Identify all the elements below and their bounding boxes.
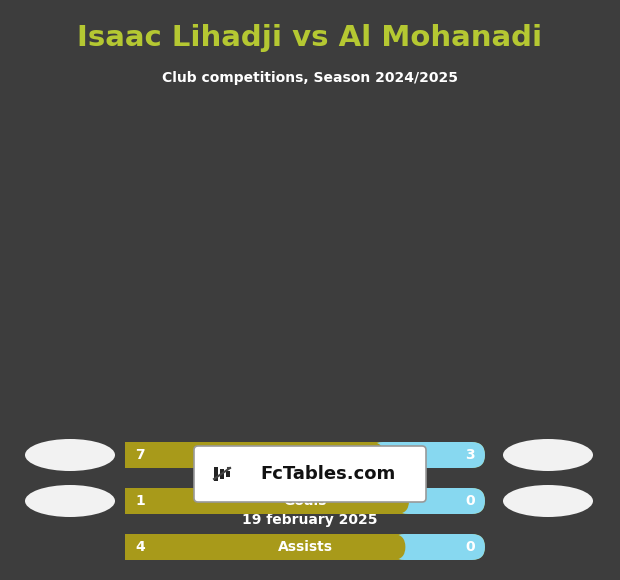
Bar	[125, 534, 391, 560]
Text: 0: 0	[466, 494, 475, 508]
FancyBboxPatch shape	[125, 534, 405, 560]
Text: Club competitions, Season 2024/2025: Club competitions, Season 2024/2025	[162, 71, 458, 85]
Text: 0: 0	[466, 540, 475, 554]
FancyBboxPatch shape	[194, 446, 426, 502]
Text: 7: 7	[135, 448, 144, 462]
FancyBboxPatch shape	[125, 442, 485, 468]
Text: 4: 4	[135, 540, 144, 554]
FancyBboxPatch shape	[370, 442, 485, 468]
Bar	[125, 442, 370, 468]
FancyBboxPatch shape	[125, 534, 485, 560]
Text: 1: 1	[135, 494, 144, 508]
FancyBboxPatch shape	[125, 442, 384, 468]
Ellipse shape	[25, 439, 115, 471]
Text: FcTables.com: FcTables.com	[260, 465, 396, 483]
Text: 3: 3	[466, 448, 475, 462]
Text: Isaac Lihadji vs Al Mohanadi: Isaac Lihadji vs Al Mohanadi	[78, 24, 542, 52]
Ellipse shape	[503, 485, 593, 517]
Ellipse shape	[25, 485, 115, 517]
Bar	[125, 488, 395, 514]
Bar	[220, 469, 224, 479]
Bar	[226, 471, 230, 477]
FancyBboxPatch shape	[125, 488, 485, 514]
Text: Matches: Matches	[272, 448, 338, 462]
Text: Goals: Goals	[283, 494, 327, 508]
Text: 19 february 2025: 19 february 2025	[242, 513, 378, 527]
FancyBboxPatch shape	[125, 488, 409, 514]
FancyBboxPatch shape	[391, 534, 485, 560]
Bar	[214, 467, 218, 481]
Ellipse shape	[503, 439, 593, 471]
Text: Assists: Assists	[278, 540, 332, 554]
FancyBboxPatch shape	[395, 488, 485, 514]
